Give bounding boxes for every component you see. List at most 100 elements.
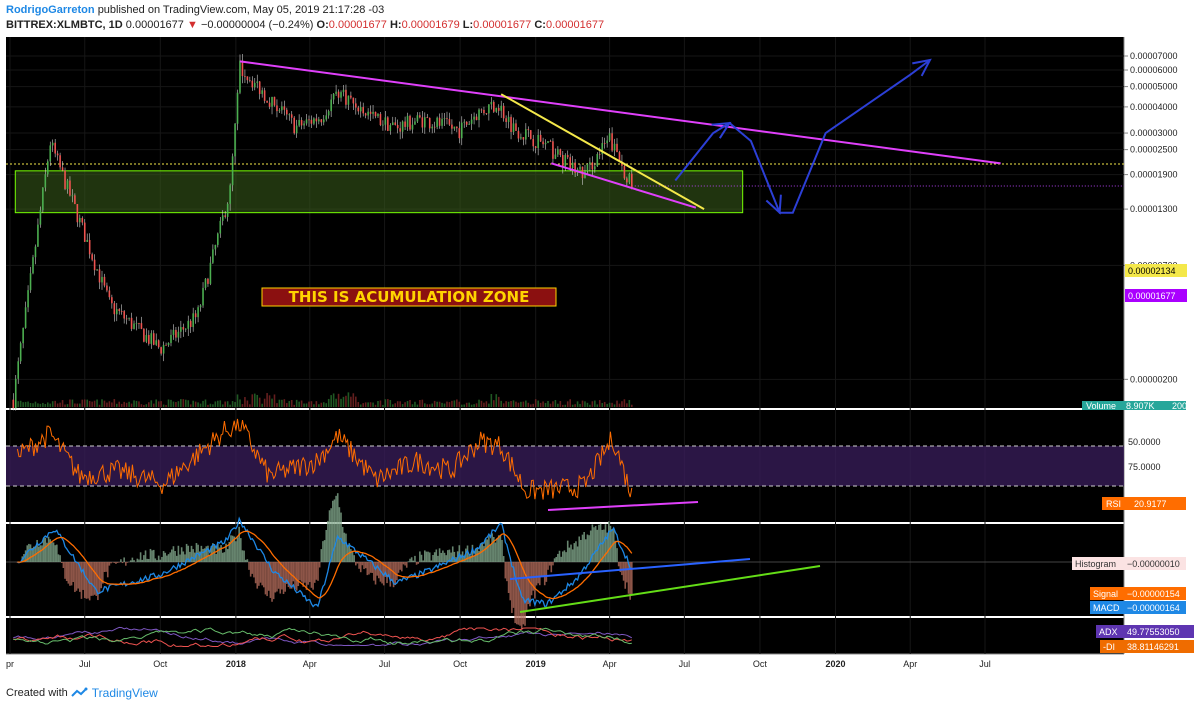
volume-bar xyxy=(221,404,224,407)
histogram-bar xyxy=(386,562,388,584)
candle-body xyxy=(54,142,56,154)
candle-body xyxy=(27,290,29,308)
volume-bar xyxy=(613,404,616,407)
candle-body xyxy=(574,162,576,174)
histogram-bar xyxy=(596,529,599,562)
histogram-bar xyxy=(146,558,148,562)
histogram-bar xyxy=(450,552,452,562)
candle-body xyxy=(313,118,315,124)
trendline-yellow-resistance[interactable] xyxy=(500,93,705,210)
time-tick: Oct xyxy=(753,659,768,669)
candle-body xyxy=(359,107,362,112)
candle-body xyxy=(266,100,268,103)
rsi-tag-value: 20.9177 xyxy=(1134,499,1167,509)
chart-canvas[interactable]: THIS IS ACUMULATION ZONE 0.00007000 0.000… xyxy=(0,36,1200,684)
candle-body xyxy=(347,95,350,105)
time-tick: Oct xyxy=(453,659,468,669)
histogram-bar xyxy=(115,562,117,564)
volume-bar xyxy=(175,402,177,407)
macd-blue-divergence[interactable] xyxy=(509,558,751,580)
author-link[interactable]: RodrigoGarreton xyxy=(6,4,95,16)
volume-bar xyxy=(39,403,42,407)
candle-body xyxy=(150,333,153,344)
projection-arrows[interactable] xyxy=(674,59,931,214)
candle-body xyxy=(88,239,91,255)
volume-bar xyxy=(318,404,320,407)
histogram-bar xyxy=(412,560,415,562)
histogram-bar xyxy=(364,562,367,569)
histogram-bar xyxy=(621,562,623,576)
histogram-bar xyxy=(75,562,78,591)
histogram-bar xyxy=(156,560,158,562)
candle-body xyxy=(529,130,532,139)
histogram-bar xyxy=(335,495,337,562)
macd-pane[interactable] xyxy=(6,524,1124,616)
histogram-bar xyxy=(93,562,96,595)
macd-tag-label: MACD xyxy=(1093,603,1120,613)
candle-body xyxy=(283,106,286,110)
trendline-magenta-support[interactable] xyxy=(551,162,697,209)
volume-bar xyxy=(537,400,539,407)
volume-bar xyxy=(194,401,197,407)
volume-bar xyxy=(207,404,209,407)
volume-bar xyxy=(170,399,172,407)
rsi-support-line[interactable] xyxy=(547,501,699,511)
candle-body xyxy=(369,111,372,114)
histogram-bar xyxy=(369,562,372,573)
histogram-bar xyxy=(340,512,342,562)
volume-bar xyxy=(76,403,79,407)
histogram-bar xyxy=(465,548,467,562)
candle-body xyxy=(202,287,204,306)
accumulation-zone[interactable] xyxy=(14,170,744,214)
histogram-bar xyxy=(483,546,485,562)
histogram-bar xyxy=(586,534,589,562)
candle-body xyxy=(192,313,194,327)
histogram-bar xyxy=(547,562,549,570)
volume-bar xyxy=(396,401,399,407)
histogram-bar xyxy=(300,562,303,582)
candle-body xyxy=(199,305,202,308)
price-pane[interactable] xyxy=(6,37,1124,408)
candle-body xyxy=(241,60,244,77)
signal-line xyxy=(17,530,633,600)
histogram-bar xyxy=(614,540,617,562)
histogram-bar xyxy=(430,560,433,562)
histogram-bar xyxy=(378,562,380,579)
histogram-bar xyxy=(338,507,341,562)
candle-body xyxy=(495,107,498,112)
candle-body xyxy=(162,344,165,354)
di-tag-label: -DI xyxy=(1103,642,1115,652)
candle-body xyxy=(187,320,190,329)
histogram-bar xyxy=(294,562,296,589)
time-axis[interactable]: pr Jul Oct 2018 Apr Jul Oct 2019 Apr Jul Oct 2020 Ap… xyxy=(6,659,991,669)
histogram-bar xyxy=(343,532,346,562)
tradingview-brand-link[interactable]: TradingView xyxy=(91,686,158,700)
histogram-bar xyxy=(121,562,124,564)
histogram-bar xyxy=(396,562,398,581)
volume-bar xyxy=(616,400,618,407)
histogram-bar xyxy=(133,560,135,562)
volume-bar xyxy=(566,401,569,407)
histogram-bar xyxy=(60,562,63,563)
candle-body xyxy=(337,91,340,98)
candle-body xyxy=(377,113,379,117)
histogram-bar xyxy=(514,562,516,624)
macd-green-divergence[interactable] xyxy=(519,565,821,613)
volume-bar xyxy=(29,402,32,407)
histogram-bar xyxy=(161,556,163,562)
volume-bar xyxy=(19,400,22,407)
histogram-bar xyxy=(240,538,242,562)
histogram-bar xyxy=(202,548,204,562)
histogram-bar xyxy=(185,543,188,562)
histogram-bar xyxy=(258,562,260,586)
signal-tag-label-box xyxy=(1090,587,1124,600)
histogram-bar xyxy=(254,562,257,584)
histogram-bar xyxy=(69,562,71,586)
histogram-bar xyxy=(463,555,466,562)
plus-di-line xyxy=(13,627,632,645)
histogram-bar xyxy=(105,562,107,572)
trendline-magenta-resistance[interactable] xyxy=(239,60,1001,165)
price-tick: 0.00001900 xyxy=(1130,170,1178,180)
volume-bar xyxy=(88,400,91,407)
volume-bar xyxy=(502,403,505,407)
